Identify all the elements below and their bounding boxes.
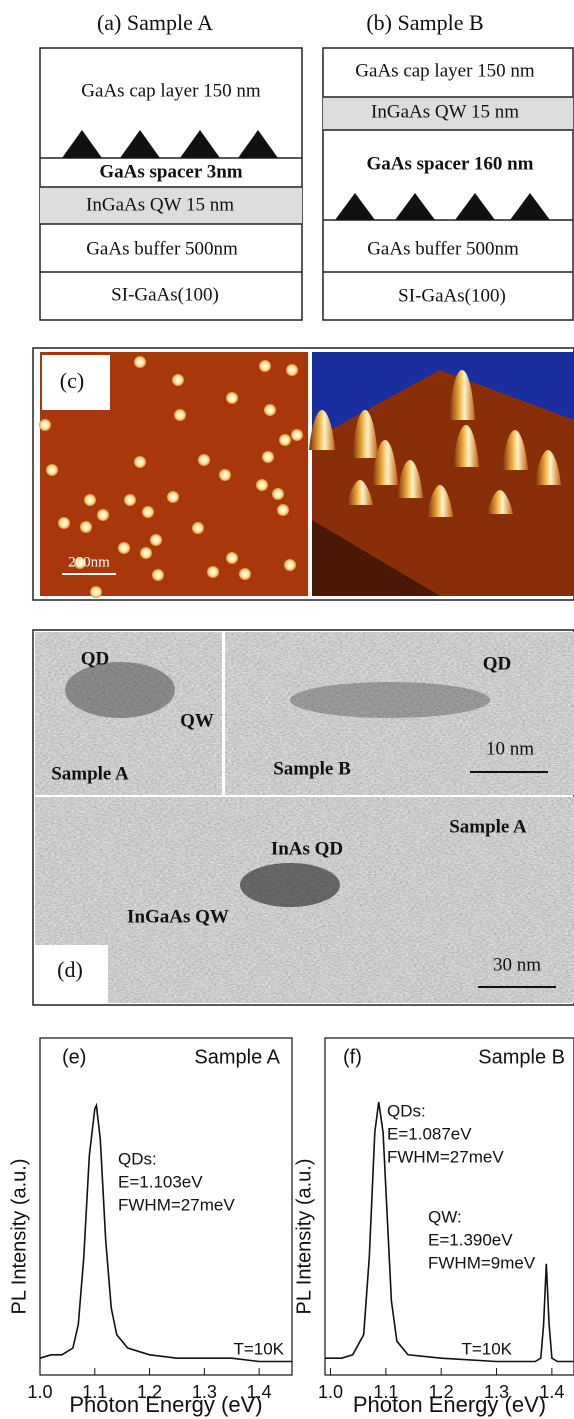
panel-d: QD QW Sample A QD 10 nm Sample B Sample … bbox=[33, 630, 574, 1005]
annotation: Sample A bbox=[194, 1046, 280, 1068]
layer-label: InGaAs QW 15 nm bbox=[86, 194, 234, 215]
x-axis-label: Photon Energy (eV) bbox=[69, 1392, 262, 1417]
layer-label: GaAs buffer 500nm bbox=[86, 238, 238, 259]
y-axis-label: PL Intensity (a.u.) bbox=[8, 1159, 30, 1315]
afm-dot bbox=[256, 479, 268, 491]
afm-dot bbox=[192, 522, 204, 534]
afm-dot bbox=[118, 542, 130, 554]
panel-b: (b) Sample B GaAs cap layer 150 nm InGaA… bbox=[323, 10, 573, 320]
annotation: FWHM=9meV bbox=[428, 1253, 536, 1272]
afm-dot bbox=[277, 504, 289, 516]
scale-label: 200nm bbox=[68, 554, 110, 570]
figure: (a) Sample A GaAs cap layer 150 nm GaAs … bbox=[0, 0, 574, 1419]
layer-label: InGaAs QW 15 nm bbox=[371, 101, 519, 122]
pl-spectrum bbox=[40, 1105, 292, 1361]
annotation: T=10K bbox=[461, 1339, 512, 1358]
afm-dot bbox=[150, 534, 162, 546]
afm-dot bbox=[239, 568, 251, 580]
panel-label: (c) bbox=[60, 368, 84, 393]
afm-dot bbox=[262, 451, 274, 463]
annotation: QDs: bbox=[387, 1101, 426, 1120]
annotation: (f) bbox=[343, 1046, 362, 1068]
afm-dot bbox=[284, 559, 296, 571]
layer-label: GaAs buffer 500nm bbox=[367, 238, 519, 259]
scale-label: 30 nm bbox=[493, 954, 541, 975]
afm-dot bbox=[174, 409, 186, 421]
afm-dot bbox=[140, 547, 152, 559]
tem-label: InGaAs QW bbox=[127, 906, 229, 927]
afm-dot bbox=[80, 521, 92, 533]
annotation: Sample B bbox=[478, 1046, 565, 1068]
stack-box bbox=[323, 48, 573, 320]
layer-label: GaAs spacer 3nm bbox=[99, 161, 242, 182]
tem-label: InAs QD bbox=[271, 838, 343, 859]
scale-label: 10 nm bbox=[486, 738, 534, 759]
tem-label: Sample A bbox=[449, 816, 527, 837]
tem-label: Sample A bbox=[51, 763, 129, 784]
annotation: FWHM=27meV bbox=[387, 1147, 504, 1166]
afm-dot bbox=[219, 469, 231, 481]
afm-dot bbox=[97, 509, 109, 521]
x-axis-label: Photon Energy (eV) bbox=[353, 1392, 546, 1417]
panel-a: (a) Sample A GaAs cap layer 150 nm GaAs … bbox=[40, 10, 302, 320]
tem-label: QD bbox=[81, 648, 110, 669]
tem-label: Sample B bbox=[273, 758, 351, 779]
afm-dot bbox=[167, 491, 179, 503]
x-tick-label: 1.0 bbox=[27, 1382, 52, 1402]
afm-dot bbox=[124, 494, 136, 506]
qd-contrast bbox=[290, 682, 490, 718]
annotation: T=10K bbox=[233, 1339, 284, 1358]
afm-dot bbox=[58, 517, 70, 529]
annotation: E=1.103eV bbox=[118, 1172, 203, 1191]
afm-dot bbox=[226, 552, 238, 564]
afm-dot bbox=[259, 360, 271, 372]
qd-contrast bbox=[65, 662, 175, 718]
afm-dot bbox=[198, 454, 210, 466]
annotation: (e) bbox=[62, 1046, 86, 1068]
layer-label: SI-GaAs(100) bbox=[111, 284, 219, 305]
afm-dot bbox=[207, 566, 219, 578]
afm-dot bbox=[46, 464, 58, 476]
afm-dot bbox=[264, 404, 276, 416]
afm-dot bbox=[84, 494, 96, 506]
layer-label: GaAs cap layer 150 nm bbox=[355, 60, 535, 81]
afm-dot bbox=[226, 392, 238, 404]
tem-label: QD bbox=[483, 653, 512, 674]
annotation: FWHM=27meV bbox=[118, 1195, 235, 1214]
afm-dot bbox=[134, 456, 146, 468]
afm-dot bbox=[90, 586, 102, 598]
afm-dot bbox=[142, 506, 154, 518]
layer-label: GaAs cap layer 150 nm bbox=[81, 80, 261, 101]
annotation: E=1.087eV bbox=[387, 1124, 472, 1143]
panel-title: (b) Sample B bbox=[366, 10, 483, 35]
afm-dot bbox=[152, 569, 164, 581]
afm-dot bbox=[279, 434, 291, 446]
qd-contrast bbox=[240, 863, 340, 907]
tem-label: QW bbox=[180, 710, 214, 731]
afm-dot bbox=[172, 374, 184, 386]
panel-title: (a) Sample A bbox=[97, 10, 213, 35]
panel-label: (d) bbox=[57, 957, 83, 982]
afm-dot bbox=[286, 364, 298, 376]
annotation: E=1.390eV bbox=[428, 1230, 513, 1249]
afm-dot bbox=[134, 356, 146, 368]
layer-label: GaAs spacer 160 nm bbox=[367, 153, 534, 174]
panel-c: (c) 200nm bbox=[33, 348, 574, 600]
layer-label: SI-GaAs(100) bbox=[398, 285, 506, 306]
annotation: QDs: bbox=[118, 1149, 157, 1168]
afm-dot bbox=[272, 488, 284, 500]
afm-dot bbox=[39, 419, 51, 431]
afm-dot bbox=[291, 429, 303, 441]
x-tick-label: 1.0 bbox=[318, 1382, 343, 1402]
annotation: QW: bbox=[428, 1207, 462, 1226]
y-axis-label: PL Intensity (a.u.) bbox=[293, 1159, 315, 1315]
